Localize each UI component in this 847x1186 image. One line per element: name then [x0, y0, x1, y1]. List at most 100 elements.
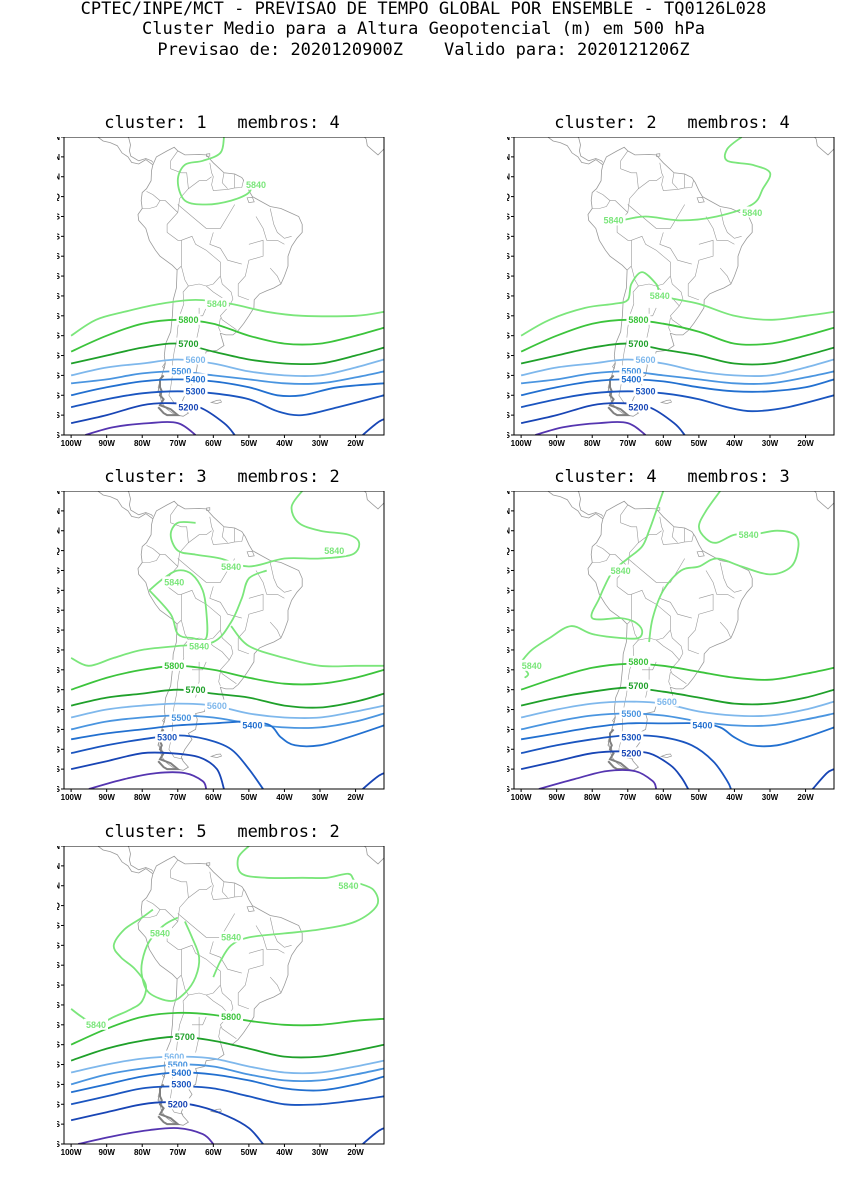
y-tick-label: 5N: [57, 527, 60, 536]
y-tick-label: 45S: [507, 371, 511, 380]
x-tick-label: 20W: [347, 439, 364, 448]
contour-label-bg: [626, 313, 651, 325]
panel-title: cluster: 4 membros: 3: [554, 467, 790, 487]
contour-line: [520, 402, 686, 435]
country-border: [218, 1026, 221, 1041]
y-tick-label: 35S: [507, 332, 511, 341]
island: [206, 153, 211, 157]
contour-label: 5500: [621, 367, 641, 377]
fjord-coast: [157, 374, 181, 417]
island: [209, 399, 223, 404]
x-tick-label: 80W: [134, 439, 151, 448]
y-tick-label: 5S: [507, 566, 511, 575]
country-border: [592, 545, 611, 563]
contour-label-bg: [148, 927, 172, 939]
island: [659, 753, 673, 758]
x-tick-label: 30W: [312, 793, 329, 802]
y-tick-label: 20S: [507, 626, 511, 635]
contour-label-bg: [155, 731, 180, 743]
contour-label: 5400: [186, 375, 206, 385]
contour-line: [609, 137, 772, 222]
y-tick-label: 15S: [57, 252, 61, 261]
country-border: [192, 661, 207, 671]
country-border: [209, 871, 244, 900]
contour-label: 5600: [636, 355, 656, 365]
country-border: [181, 944, 237, 1039]
contour-line: [362, 1127, 384, 1144]
country-border: [631, 589, 687, 684]
contour-line: [520, 662, 834, 691]
country-border: [195, 1016, 200, 1053]
contour-label: 5840: [611, 566, 631, 576]
country-border: [255, 925, 285, 954]
y-tick-label: 10N: [57, 862, 60, 871]
contour-line: [812, 768, 834, 789]
y-tick-label: 25S: [507, 646, 511, 655]
x-tick-label: 40W: [276, 1148, 293, 1157]
x-tick-label: 90W: [548, 439, 565, 448]
y-tick-label: 15N: [507, 137, 510, 142]
x-tick-label: 40W: [726, 439, 743, 448]
contour-line: [70, 734, 264, 789]
x-tick-label: 60W: [205, 439, 222, 448]
contour-label: 5500: [171, 713, 191, 723]
x-tick-label: 70W: [620, 439, 637, 448]
country-border: [638, 530, 662, 543]
contour-line: [535, 421, 647, 435]
country-border: [237, 239, 264, 301]
contour-label: 5700: [175, 1032, 195, 1042]
y-tick-label: 15S: [507, 252, 511, 261]
contour-label-bg: [162, 1050, 187, 1062]
africa-coast: [364, 491, 384, 510]
contour-label: 5200: [628, 402, 648, 412]
contour-line: [70, 1035, 384, 1062]
y-tick-label: 15S: [507, 606, 511, 615]
island: [246, 551, 255, 557]
contour-label: 5300: [171, 1080, 191, 1090]
island: [162, 716, 166, 724]
x-tick-label: 80W: [134, 793, 151, 802]
y-tick-label: 20S: [507, 272, 511, 281]
contour-label: 5500: [621, 709, 641, 719]
figure-title-line2: Cluster Medio para a Altura Geopotencial…: [142, 19, 705, 39]
y-tick-label: 15N: [57, 491, 60, 496]
country-border: [218, 671, 221, 686]
x-tick-label: 70W: [620, 793, 637, 802]
panel-title: cluster: 5 membros: 2: [104, 822, 340, 842]
contour-label-bg: [183, 385, 208, 397]
contour-line: [78, 1127, 214, 1144]
contour-label: 5600: [207, 701, 227, 711]
contour-label: 5500: [168, 1060, 188, 1070]
contour-label-bg: [619, 707, 644, 719]
contour-line: [520, 712, 834, 731]
contour-label-bg: [619, 747, 644, 759]
y-tick-label: 5S: [507, 212, 511, 221]
country-border: [719, 208, 742, 239]
map-plot: 5840584058405840580057005600550054005300…: [57, 491, 385, 802]
y-tick-label: 5S: [57, 566, 61, 575]
contour-line: [70, 688, 384, 709]
contour-label: 5840: [522, 661, 542, 671]
island: [696, 197, 705, 203]
country-border: [659, 232, 692, 265]
island: [246, 906, 255, 912]
figure-title-line1: CPTEC/INPE/MCT - PREVISAO DE TEMPO GLOBA…: [80, 0, 767, 19]
country-border: [627, 558, 685, 583]
y-tick-label: 55S: [57, 411, 61, 420]
map-panel-cluster-2: cluster: 2 membros: 4 5840 5840 5840 5800 57…: [507, 113, 837, 453]
country-border: [668, 317, 671, 332]
map-panel-cluster-4: cluster: 4 membros: 3 5840 5840 5840 5800 57…: [507, 467, 837, 807]
y-tick-label: 50S: [507, 391, 511, 400]
africa-coast: [364, 846, 384, 865]
x-tick-label: 100W: [511, 439, 532, 448]
contour-line: [70, 751, 225, 789]
contour-label: 5500: [171, 367, 191, 377]
country-border: [218, 317, 221, 332]
contour-line: [85, 421, 197, 435]
y-tick-label: 5N: [507, 527, 510, 536]
contour-label-bg: [619, 731, 644, 743]
country-border: [188, 176, 212, 189]
country-border: [181, 266, 221, 287]
